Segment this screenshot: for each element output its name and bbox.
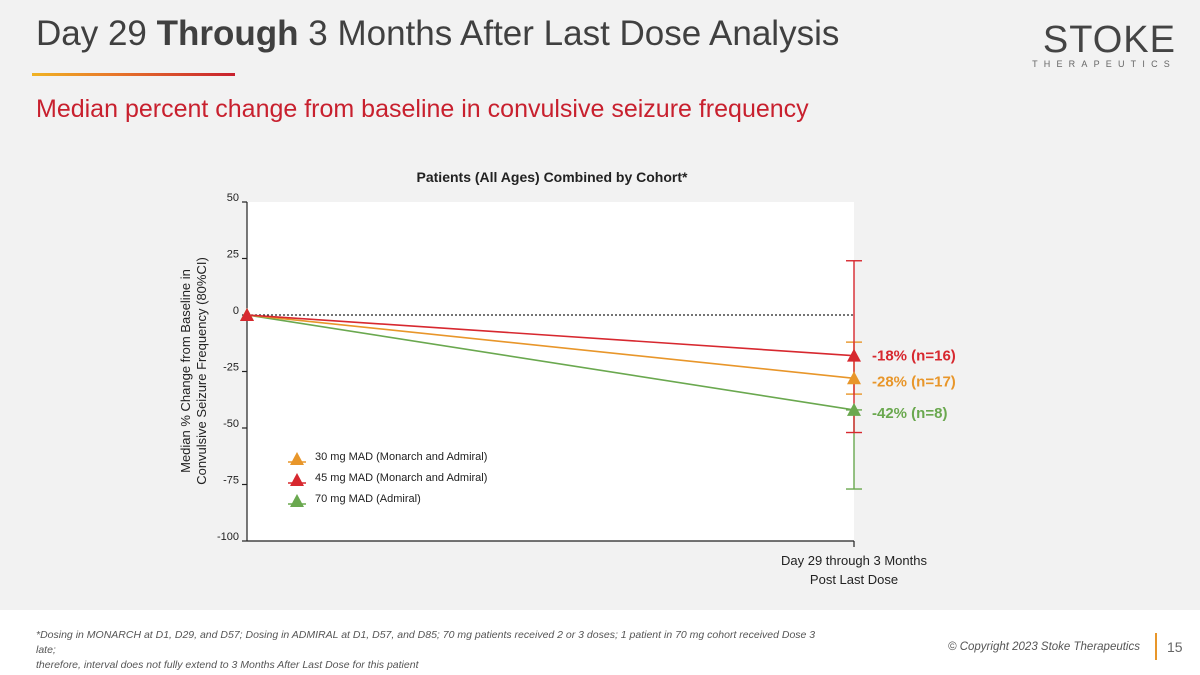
data-point [847, 402, 861, 416]
chart: Patients (All Ages) Combined by Cohort* … [178, 169, 956, 587]
title-part2: 3 Months After Last Dose Analysis [298, 14, 840, 53]
legend-label: 45 mg MAD (Monarch and Admiral) [315, 472, 487, 484]
series-layer: -28% (n=17) -18% (n=16) -42% (n=8) [240, 260, 956, 490]
stoke-logo: STOKE THERAPEUTICS [1024, 18, 1176, 74]
footnote: *Dosing in MONARCH at D1, D29, and D57; … [36, 628, 836, 673]
title-bold: Through [156, 14, 299, 53]
chart-title: Patients (All Ages) Combined by Cohort* [417, 169, 688, 185]
legend-label: 30 mg MAD (Monarch and Admiral) [315, 451, 487, 463]
copyright: © Copyright 2023 Stoke Therapeutics [948, 641, 1140, 653]
footer-divider [1155, 633, 1157, 660]
y-tick-label: -100 [217, 531, 239, 543]
x-axis-label-line1: Day 29 through 3 Months [781, 553, 927, 568]
series-line [246, 314, 855, 380]
legend: 30 mg MAD (Monarch and Admiral) 45 mg MAD… [288, 451, 487, 507]
x-axis-label-line2: Post Last Dose [810, 572, 898, 587]
logo-wordmark: STOKE [1042, 19, 1176, 61]
y-ticks: 50 25 0 -25 -50 -75 -100 [217, 192, 247, 543]
footnote-line1: *Dosing in MONARCH at D1, D29, and D57; … [36, 629, 816, 656]
y-tick-label: 0 [233, 305, 239, 317]
slide-title: Day 29 Through 3 Months After Last Dose … [36, 14, 839, 54]
data-point [847, 371, 861, 385]
logo-tagline: THERAPEUTICS [1032, 59, 1176, 69]
data-label: -42% (n=8) [872, 405, 947, 422]
slide-subtitle: Median percent change from baseline in c… [36, 95, 809, 123]
legend-marker [290, 473, 304, 486]
y-axis-label-line2: Convulsive Seizure Frequency (80%CI) [194, 257, 209, 485]
page-number: 15 [1167, 639, 1183, 655]
x-axis [247, 540, 855, 547]
plot-area [247, 202, 854, 541]
legend-marker [290, 452, 304, 465]
y-tick-label: -25 [223, 362, 239, 374]
y-tick-label: -50 [223, 418, 239, 430]
legend-marker [290, 494, 304, 507]
footnote-line2: therefore, interval does not fully exten… [36, 659, 419, 671]
y-axis-label-line1: Median % Change from Baseline in [178, 269, 193, 473]
series-line [246, 314, 855, 357]
y-axis-label: Median % Change from Baseline in Convuls… [178, 257, 209, 485]
data-point [240, 308, 254, 321]
title-part1: Day 29 [36, 14, 157, 53]
y-tick-label: -75 [223, 475, 239, 487]
data-label: -18% (n=16) [872, 348, 956, 365]
series-line [246, 314, 855, 411]
footer-band [0, 610, 1200, 675]
legend-label: 70 mg MAD (Admiral) [315, 493, 421, 505]
y-tick-label: 25 [227, 249, 239, 261]
data-label: -28% (n=17) [872, 373, 956, 390]
y-tick-label: 50 [227, 192, 239, 204]
title-underline [32, 73, 235, 76]
data-point [847, 348, 861, 362]
